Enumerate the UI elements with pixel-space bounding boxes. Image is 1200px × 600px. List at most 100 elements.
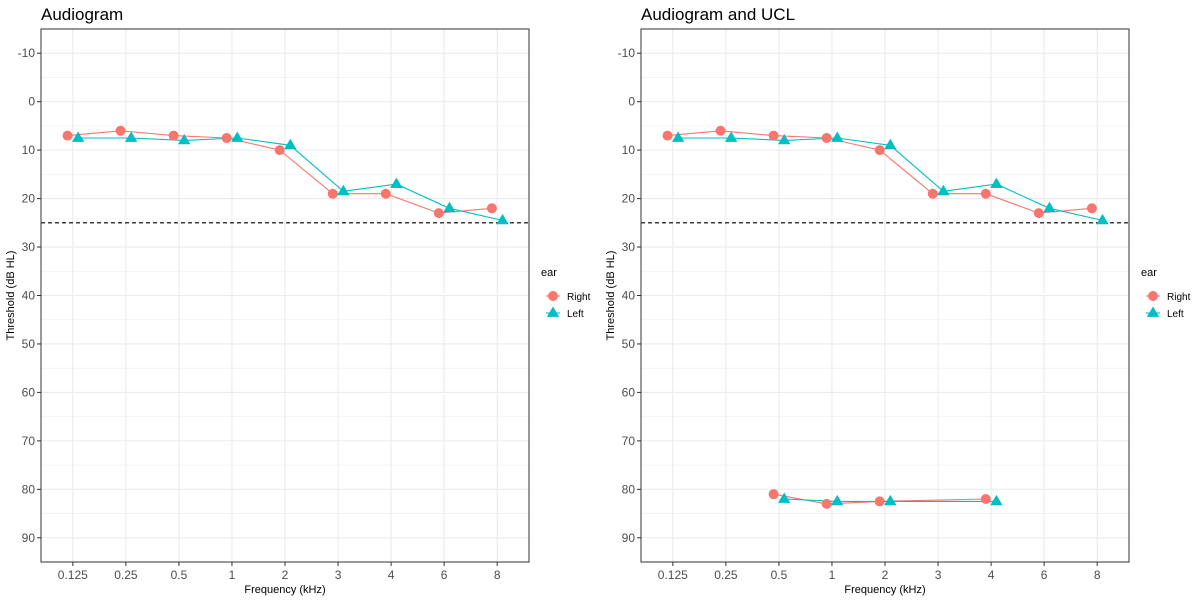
data-point-right-6 [1033,208,1044,219]
y-tick-label: 70 [22,434,36,448]
y-tick-label: 0 [628,95,635,109]
x-tick-label: 1 [229,568,236,582]
series-layer [62,125,509,225]
y-tick-label: 80 [22,482,36,496]
data-point-left-0_25 [125,131,138,142]
x-tick-label: 0.5 [171,568,188,582]
data-point-right-0_25 [115,125,126,136]
x-tick-label: 6 [1041,568,1048,582]
data-point-left-2 [884,494,897,506]
x-tick-label: 4 [388,568,395,582]
x-tick-label: 3 [335,568,342,582]
y-tick-label: 0 [28,95,35,109]
series-line-right-2 [773,493,986,505]
y-axis-title: Threshold (dB HL) [5,251,17,341]
y-tick-label: 40 [22,289,36,303]
chart-title: Audiogram and UCL [641,5,795,24]
data-point-right-3 [327,188,338,199]
data-point-left-1 [831,131,844,142]
data-point-right-4 [980,494,991,505]
y-tick-label: 30 [22,240,36,254]
data-point-left-0_5 [178,133,191,145]
y-tick-label: 20 [622,192,636,206]
y-tick-label: 20 [22,192,36,206]
x-tick-label: 2 [282,568,289,582]
y-tick-label: -10 [618,46,636,60]
legend: ear Right Left [541,267,591,320]
y-tick-label: 30 [622,240,636,254]
data-point-left-3 [937,184,950,196]
legend-title: ear [1141,267,1157,279]
gridlines [41,29,529,562]
legend: ear Right Left [1141,267,1191,320]
data-point-right-8 [1086,203,1097,214]
x-axis-title: Frequency (kHz) [244,584,325,596]
y-tick-label: 50 [622,337,636,351]
data-point-left-4 [390,177,403,188]
data-point-right-8 [486,203,497,214]
x-tick-label: 0.25 [714,568,738,582]
data-point-right-4 [380,188,391,199]
y-tick-label: 70 [622,434,636,448]
x-tick-label: 1 [829,568,836,582]
data-point-right-1 [821,498,832,509]
series-line-left-2 [784,498,997,502]
gridlines [641,29,1129,562]
data-point-right-0_125 [662,130,673,141]
chart-title: Audiogram [41,5,123,24]
data-point-right-6 [433,208,444,219]
x-tick-label: 0.5 [771,568,788,582]
data-point-left-6 [1043,201,1056,213]
legend-title: ear [541,267,557,279]
data-point-left-8 [496,213,509,225]
y-axis-title: Threshold (dB HL) [605,251,617,341]
y-tick-label: 60 [622,385,636,399]
y-tick-label: 60 [22,385,36,399]
data-point-right-0_5 [768,130,779,141]
data-point-left-4 [990,494,1003,506]
data-point-left-3 [337,184,350,196]
data-point-left-0_5 [778,133,791,145]
data-point-left-8 [1096,213,1109,225]
x-tick-label: 2 [882,568,889,582]
data-point-right-1 [221,133,232,144]
data-point-left-0_125 [672,131,685,142]
y-tick-label: 80 [622,482,636,496]
y-tick-label: 90 [622,531,636,545]
data-point-left-0_125 [72,131,85,142]
data-point-right-3 [927,188,938,199]
data-point-left-0_25 [725,131,738,142]
legend-key-marker-left [546,306,560,317]
legend-key-marker-left [1146,306,1160,317]
legend-key-marker-right [1148,291,1158,301]
x-tick-label: 8 [494,568,501,582]
chart-panel-1: -10 0 10 20 30 40 50 60 70 80 90 0.125 0.25 0.5 1 2 3 4 6 8… [5,5,591,596]
data-point-left-6 [443,201,456,213]
y-tick-label: 10 [22,143,36,157]
data-point-right-0_5 [768,489,779,500]
x-axis-title: Frequency (kHz) [844,584,925,596]
data-point-left-2 [884,138,897,150]
data-point-left-1 [831,494,844,506]
data-point-left-4 [990,177,1003,188]
data-point-right-4 [980,188,991,199]
x-tick-label: 6 [441,568,448,582]
x-tick-label: 3 [935,568,942,582]
legend-label-left: Left [1167,309,1184,320]
legend-key-marker-right [548,291,558,301]
data-point-left-1 [231,131,244,142]
data-point-right-0_5 [168,130,179,141]
data-point-right-2 [874,145,885,156]
x-tick-label: 0.125 [58,568,88,582]
x-tick-label: 4 [988,568,995,582]
legend-label-left: Left [567,309,584,320]
y-tick-label: -10 [18,46,36,60]
y-tick-label: 10 [622,143,636,157]
data-point-right-2 [274,145,285,156]
data-point-right-0_25 [715,125,726,136]
y-tick-label: 90 [22,531,36,545]
data-point-left-2 [284,138,297,150]
x-tick-label: 0.25 [114,568,138,582]
legend-label-right: Right [1167,292,1191,303]
